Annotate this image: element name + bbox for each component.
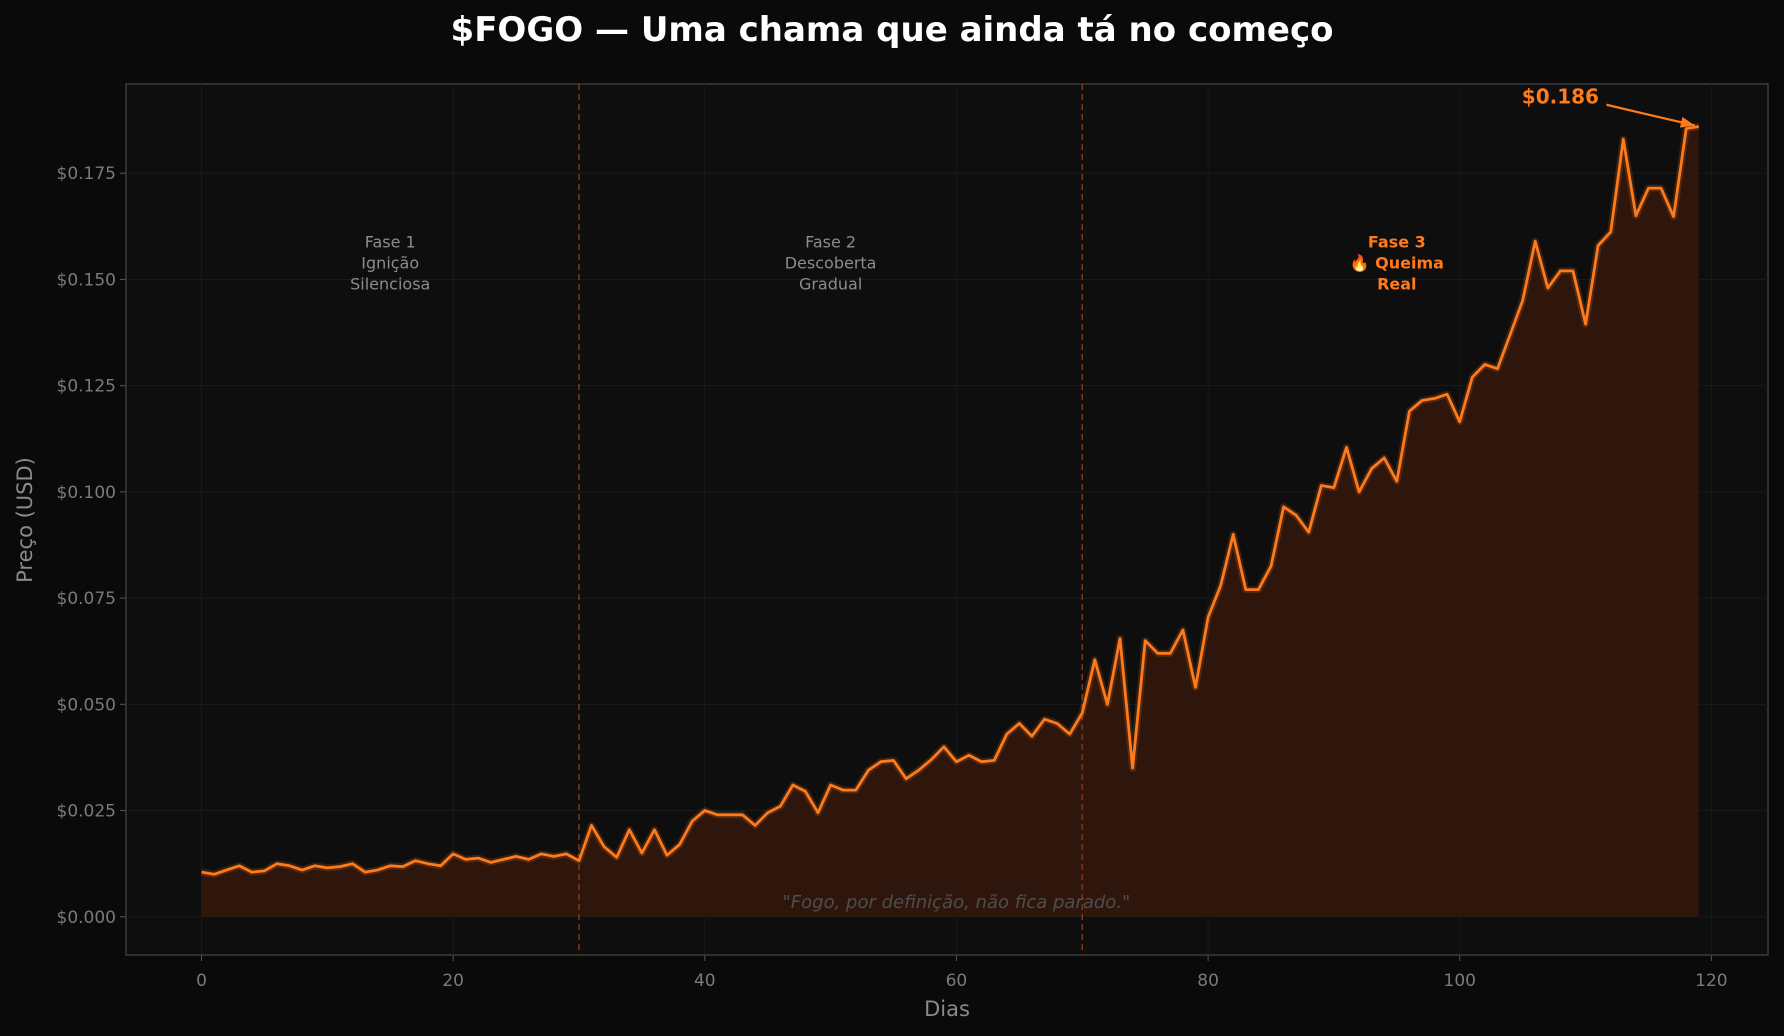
- phase-label-line: Real: [1377, 275, 1416, 294]
- y-tick-label: $0.050: [57, 695, 116, 715]
- x-tick-label: 80: [1197, 971, 1219, 991]
- annotations: $0.186 "Fogo, por definição, não fica par…: [783, 85, 1696, 913]
- x-tick-label: 100: [1444, 971, 1476, 991]
- phase-label-line: Fase 1: [365, 233, 416, 252]
- phase-dividers: [578, 84, 1084, 955]
- x-tick-label: 0: [196, 971, 207, 991]
- phase-label-line: Gradual: [799, 275, 862, 294]
- phase-labels: Fase 1 Ignição Silenciosa Fase 2 Descoberta G…: [350, 233, 1444, 294]
- series-line-layer: [200, 123, 1700, 878]
- y-tick-label: $0.175: [57, 164, 116, 184]
- y-axis-ticks: $0.000 $0.025 $0.050 $0.075 $0.100 $0.125 $0.1…: [57, 164, 126, 928]
- y-tick-label: $0.075: [57, 589, 116, 609]
- y-tick-label: $0.025: [57, 802, 116, 822]
- y-tick-label: $0.000: [57, 908, 116, 928]
- y-tick-label: $0.150: [57, 270, 116, 290]
- phase-label-line: Ignição: [361, 254, 419, 273]
- series-area-fill: [201, 126, 1699, 917]
- x-axis-ticks: 0 20 40 60 80 100 120: [196, 955, 1728, 991]
- peak-arrow-line: [1606, 103, 1696, 127]
- chart-title: $FOGO — Uma chama que ainda tá no começo: [451, 10, 1334, 50]
- phase-label-line: 🔥 Queima: [1350, 254, 1444, 273]
- x-tick-label: 20: [442, 971, 464, 991]
- y-tick-label: $0.100: [57, 483, 116, 503]
- phase-label-line: Fase 3: [1368, 233, 1426, 252]
- phase-label-line: Fase 2: [805, 233, 856, 252]
- x-tick-label: 40: [694, 971, 716, 991]
- quote-annotation: "Fogo, por definição, não fica parado.": [783, 892, 1131, 913]
- x-tick-label: 120: [1695, 971, 1727, 991]
- phase-label-line: Silenciosa: [350, 275, 430, 294]
- phase-label-line: Descoberta: [785, 254, 877, 273]
- y-axis-label: Preço (USD): [13, 457, 37, 583]
- x-tick-label: 60: [946, 971, 968, 991]
- peak-price-label: $0.186: [1522, 85, 1599, 109]
- peak-arrow-head: [1679, 116, 1695, 128]
- y-tick-label: $0.125: [57, 377, 116, 397]
- x-axis-label: Dias: [924, 997, 970, 1021]
- series-line: [201, 125, 1700, 876]
- area-fill-layer: [201, 126, 1699, 917]
